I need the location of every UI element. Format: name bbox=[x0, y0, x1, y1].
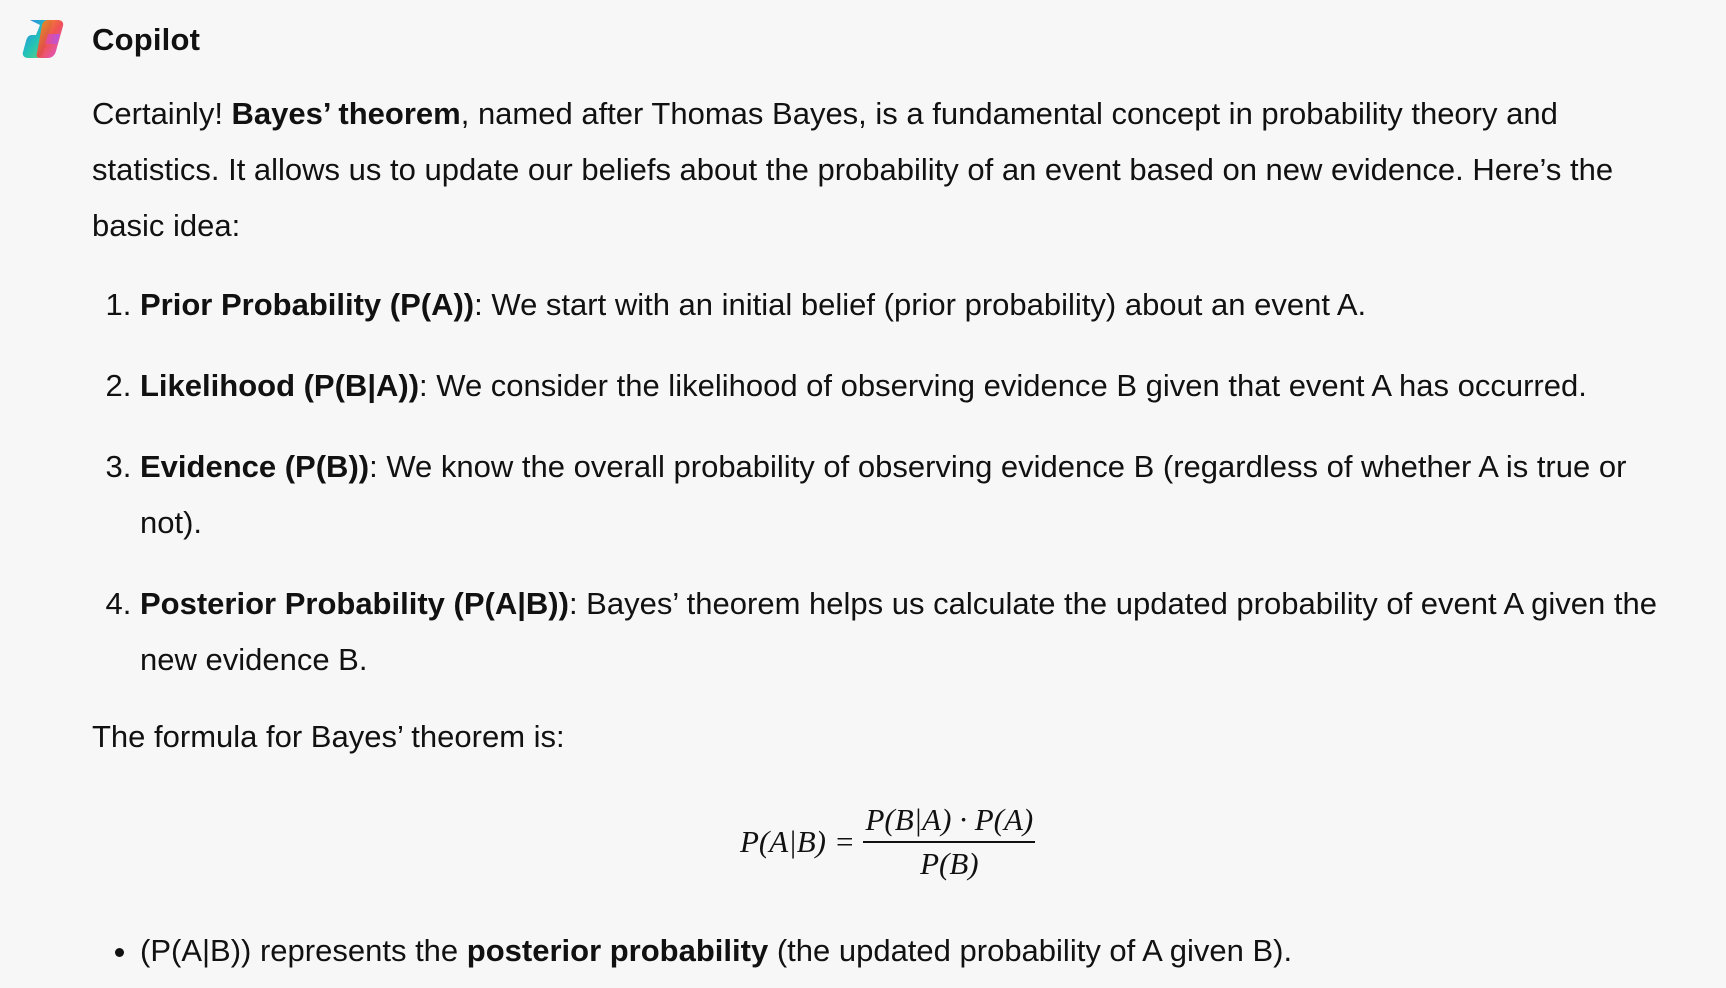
bayes-formula: P(A|B) = P(B|A) · P(A) P(B) bbox=[740, 800, 1036, 884]
formula-lhs: P(A|B) bbox=[740, 824, 826, 859]
list-item: Prior Probability (P(A)): We start with … bbox=[140, 277, 1692, 333]
list-item: Likelihood (P(B|A)): We consider the lik… bbox=[140, 358, 1692, 414]
bullet-text-post: (the updated probability of A given B). bbox=[768, 933, 1293, 968]
chat-header: Copilot bbox=[18, 14, 200, 66]
list-item: (P(A|B)) represents the posterior probab… bbox=[140, 923, 1720, 979]
list-item: Posterior Probability (P(A|B)): Bayes’ t… bbox=[140, 576, 1692, 688]
step-term: Posterior Probability (P(A|B)) bbox=[140, 586, 569, 621]
explanation-bullets: (P(A|B)) represents the posterior probab… bbox=[92, 923, 1720, 979]
step-text: : We consider the likelihood of observin… bbox=[419, 368, 1587, 403]
list-item: Evidence (P(B)): We know the overall pro… bbox=[140, 439, 1692, 551]
intro-paragraph: Certainly! Bayes’ theorem, named after T… bbox=[92, 86, 1692, 254]
intro-text-post: , named after Thomas Bayes, is a fundame… bbox=[92, 96, 1614, 243]
step-term: Likelihood (P(B|A)) bbox=[140, 368, 420, 403]
formula-denominator: P(B) bbox=[920, 846, 979, 881]
intro-text-bold: Bayes’ theorem bbox=[231, 96, 461, 131]
bullet-text-bold: posterior probability bbox=[466, 933, 769, 968]
step-text: : We know the overall probability of obs… bbox=[140, 449, 1627, 540]
formula-numerator: P(B|A) · P(A) bbox=[863, 801, 1036, 843]
step-text: : We start with an initial belief (prior… bbox=[474, 287, 1367, 322]
step-text: : Bayes’ theorem helps us calculate the … bbox=[140, 586, 1657, 677]
step-term: Evidence (P(B)) bbox=[140, 449, 370, 484]
bullet-text-pre: (P(A|B)) represents the bbox=[140, 933, 467, 968]
copilot-logo-icon bbox=[22, 20, 64, 58]
formula-fraction: P(B|A) · P(A) P(B) bbox=[863, 801, 1036, 883]
intro-text-pre: Certainly! bbox=[92, 96, 232, 131]
formula-intro: The formula for Bayes’ theorem is: bbox=[92, 719, 565, 754]
assistant-message: Certainly! Bayes’ theorem, named after T… bbox=[92, 86, 1692, 765]
step-term: Prior Probability (P(A)) bbox=[140, 287, 475, 322]
formula-equals: = bbox=[835, 824, 854, 859]
steps-list: Prior Probability (P(A)): We start with … bbox=[92, 277, 1692, 688]
app-name: Copilot bbox=[92, 22, 201, 57]
